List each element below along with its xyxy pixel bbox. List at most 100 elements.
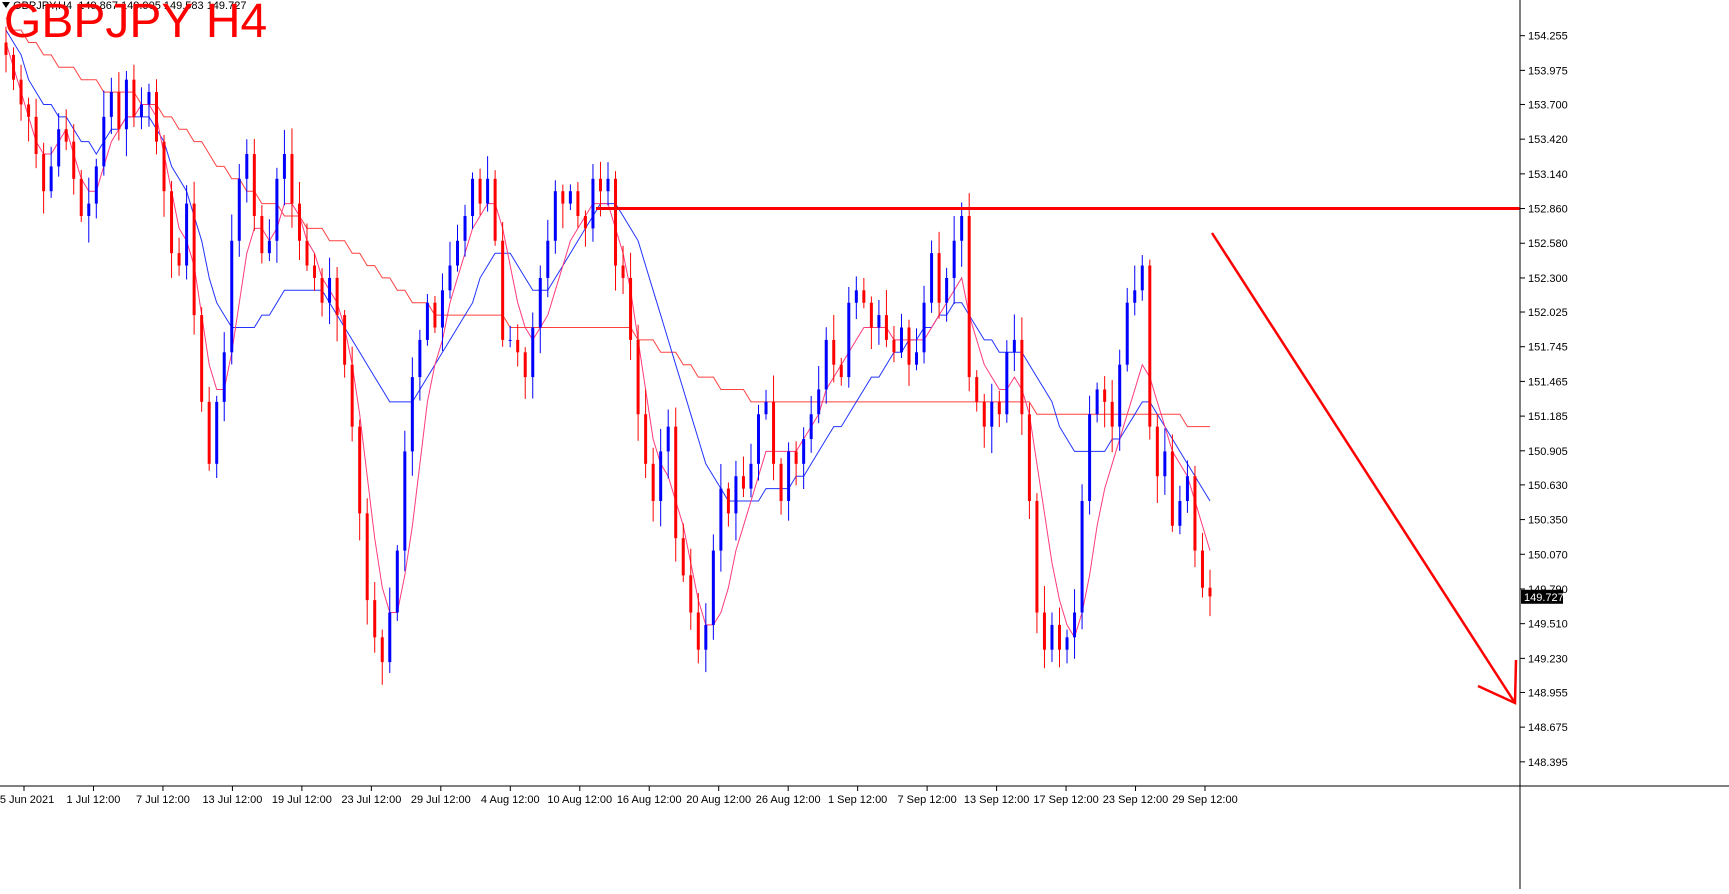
candle-body	[982, 401, 986, 427]
candle-body	[335, 277, 339, 316]
current-price-label: 149.727	[1524, 592, 1564, 604]
candle	[689, 548, 693, 630]
candle-body	[719, 488, 723, 551]
x-tick-label: 7 Jul 12:00	[136, 794, 190, 806]
candle-body	[358, 426, 362, 514]
candle	[478, 168, 482, 216]
y-tick-label: 150.070	[1528, 549, 1568, 561]
candle-body	[1118, 364, 1122, 427]
candle-body	[456, 240, 459, 266]
candle	[907, 319, 911, 386]
candle-body	[764, 401, 768, 415]
candle	[440, 273, 444, 351]
candle-body	[1125, 302, 1129, 365]
candle	[335, 267, 339, 342]
candle-body	[576, 191, 580, 216]
candle	[222, 332, 226, 422]
candle-body	[305, 240, 309, 266]
candle	[365, 498, 369, 625]
candle-body	[320, 277, 324, 303]
candle-body	[373, 600, 377, 638]
candle	[568, 184, 572, 211]
candle	[237, 164, 241, 257]
candle-body	[689, 575, 693, 613]
candle-body	[817, 389, 821, 415]
x-tick-label: 13 Jul 12:00	[202, 794, 262, 806]
candle	[64, 109, 68, 151]
candle-body	[155, 92, 158, 142]
candle-body	[19, 79, 23, 105]
chart-header: GBPJPY,H4 149.867 149.905 149.583 149.72…	[0, 0, 246, 12]
candle-body	[117, 92, 121, 130]
candle-body	[410, 377, 414, 452]
candle-body	[139, 104, 143, 117]
candle-body	[27, 104, 31, 117]
x-tick-label: 19 Jul 12:00	[272, 794, 332, 806]
candle	[749, 443, 753, 498]
candle	[576, 182, 580, 228]
ma-slow-line	[5, 17, 1210, 428]
y-tick-label: 152.300	[1528, 273, 1568, 285]
candle	[1020, 317, 1024, 435]
candle-body	[252, 154, 256, 216]
candle-body	[440, 290, 444, 328]
y-tick-label: 153.140	[1528, 169, 1568, 181]
candle-body	[907, 327, 911, 365]
candle-body	[207, 401, 211, 464]
candle-body	[493, 178, 497, 241]
candle	[328, 257, 332, 325]
candle-body	[501, 240, 505, 340]
candle	[651, 447, 655, 522]
candle-body	[523, 352, 527, 378]
x-tick-label: 10 Aug 12:00	[547, 794, 612, 806]
candle-body	[49, 166, 53, 192]
candle	[395, 545, 399, 621]
candle-body	[380, 637, 384, 663]
chevron-down-icon[interactable]	[2, 2, 10, 8]
candle-body	[1065, 637, 1069, 650]
candle	[313, 253, 317, 291]
candle-body	[839, 364, 843, 378]
candle	[614, 171, 618, 291]
candle-body	[192, 203, 196, 316]
candle	[1110, 380, 1114, 453]
candle	[12, 47, 16, 91]
candle-body	[395, 550, 399, 613]
candle	[456, 224, 459, 272]
candle-body	[42, 154, 46, 192]
candle	[561, 184, 565, 229]
candle	[997, 390, 1001, 428]
candle	[553, 180, 557, 254]
candle	[486, 156, 490, 212]
candle	[275, 167, 279, 263]
candle-body	[1035, 500, 1039, 613]
candle-body	[1005, 352, 1009, 415]
symbol-info: GBPJPY,H4	[13, 0, 73, 12]
candle-body	[629, 277, 633, 340]
x-tick-label: 17 Sep 12:00	[1033, 794, 1098, 806]
candle-body	[561, 191, 565, 204]
candle	[215, 395, 219, 478]
candle-body	[313, 265, 317, 278]
candle	[696, 593, 700, 664]
x-tick-label: 4 Aug 12:00	[481, 794, 540, 806]
candle	[139, 87, 143, 130]
y-tick-label: 152.860	[1528, 204, 1568, 216]
candle	[644, 389, 648, 479]
candle-body	[471, 178, 475, 216]
y-tick-label: 148.395	[1528, 757, 1568, 769]
candle	[960, 202, 964, 267]
candle	[719, 463, 723, 572]
x-tick-label: 29 Jul 12:00	[411, 794, 471, 806]
candle	[245, 139, 249, 203]
candle	[79, 169, 83, 223]
candle	[779, 458, 783, 515]
candle	[4, 26, 8, 73]
candle-body	[922, 302, 926, 353]
candle-body	[1027, 414, 1031, 501]
candle	[418, 329, 422, 401]
candle	[1125, 287, 1129, 372]
y-tick-label: 149.510	[1528, 619, 1568, 631]
candle	[1042, 586, 1046, 669]
